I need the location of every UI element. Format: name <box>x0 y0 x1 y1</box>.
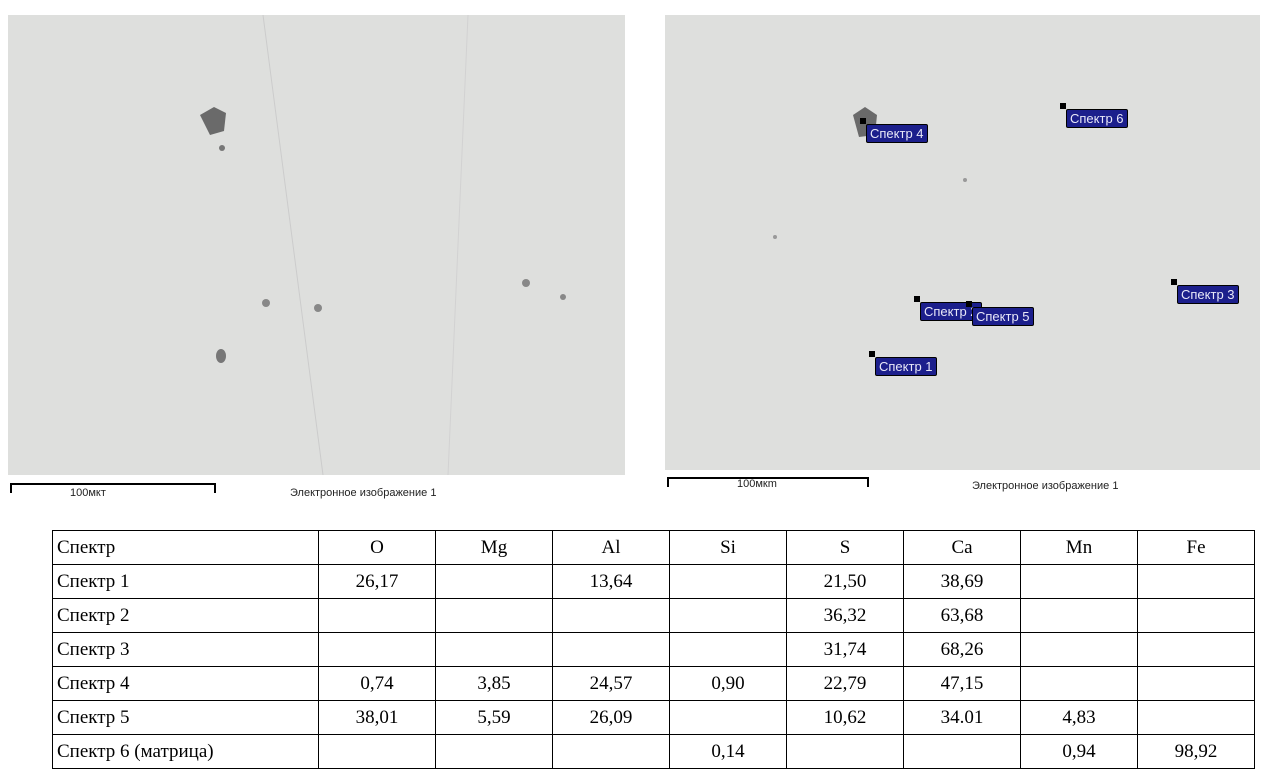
cell: Спектр 3 <box>53 633 319 667</box>
cell <box>904 735 1021 769</box>
cell <box>553 599 670 633</box>
cell: Спектр 4 <box>53 667 319 701</box>
caption: Электронное изображение 1 <box>290 487 436 499</box>
cell: Mg <box>436 531 553 565</box>
cell: 0,90 <box>670 667 787 701</box>
marker-label: Спектр 6 <box>1066 109 1128 128</box>
cell: 0,74 <box>319 667 436 701</box>
cell: Спектр 5 <box>53 701 319 735</box>
marker-point <box>966 301 972 307</box>
cell: Mn <box>1021 531 1138 565</box>
cell: 98,92 <box>1138 735 1255 769</box>
cell <box>1021 565 1138 599</box>
cell <box>670 565 787 599</box>
cell <box>670 633 787 667</box>
cell <box>436 599 553 633</box>
cell: 10,62 <box>787 701 904 735</box>
page: 100мкт Электронное изображение 1 100мкm … <box>0 0 1263 779</box>
cell <box>436 565 553 599</box>
cell <box>1138 599 1255 633</box>
cell: 0,94 <box>1021 735 1138 769</box>
cell <box>670 701 787 735</box>
cell: Спектр 6 (матрица) <box>53 735 319 769</box>
cell: 5,59 <box>436 701 553 735</box>
cell: Si <box>670 531 787 565</box>
cell <box>1138 633 1255 667</box>
marker-label: Спектр 5 <box>972 307 1034 326</box>
cell <box>1021 633 1138 667</box>
cell: 26,17 <box>319 565 436 599</box>
caption: Электронное изображение 1 <box>972 480 1118 492</box>
cell: 34.01 <box>904 701 1021 735</box>
cell: Спектр 1 <box>53 565 319 599</box>
marker-point <box>1171 279 1177 285</box>
cell: 22,79 <box>787 667 904 701</box>
marker-label: Спектр 4 <box>866 124 928 143</box>
cell: O <box>319 531 436 565</box>
cell <box>319 599 436 633</box>
cell <box>553 633 670 667</box>
cell <box>670 599 787 633</box>
cell <box>319 735 436 769</box>
marker-point <box>914 296 920 302</box>
cell <box>1021 599 1138 633</box>
marker-point <box>860 118 866 124</box>
cell: Спектр <box>53 531 319 565</box>
cell: Ca <box>904 531 1021 565</box>
scale-label: 100мкm <box>737 478 777 490</box>
cell <box>436 735 553 769</box>
cell <box>553 735 670 769</box>
marker-point <box>1060 103 1066 109</box>
cell <box>1021 667 1138 701</box>
marker-label: Спектр 1 <box>875 357 937 376</box>
cell: 24,57 <box>553 667 670 701</box>
cell: 63,68 <box>904 599 1021 633</box>
marker-point <box>869 351 875 357</box>
micrograph-right <box>665 15 1260 470</box>
cell <box>787 735 904 769</box>
cell <box>1138 667 1255 701</box>
cell: 13,64 <box>553 565 670 599</box>
scale-label: 100мкт <box>70 487 106 499</box>
cell: 0,14 <box>670 735 787 769</box>
cell: 38,01 <box>319 701 436 735</box>
marker-label: Спектр 3 <box>1177 285 1239 304</box>
cell <box>1138 565 1255 599</box>
cell: 36,32 <box>787 599 904 633</box>
cell: 3,85 <box>436 667 553 701</box>
cell: 26,09 <box>553 701 670 735</box>
cell: 38,69 <box>904 565 1021 599</box>
scale-bar <box>10 483 216 493</box>
micrograph-left <box>8 15 625 475</box>
cell: 68,26 <box>904 633 1021 667</box>
cell <box>319 633 436 667</box>
cell: 47,15 <box>904 667 1021 701</box>
cell: Al <box>553 531 670 565</box>
cell <box>1138 701 1255 735</box>
cell <box>436 633 553 667</box>
cell: Спектр 2 <box>53 599 319 633</box>
cell: 4,83 <box>1021 701 1138 735</box>
cell: Fe <box>1138 531 1255 565</box>
cell: 31,74 <box>787 633 904 667</box>
cell: S <box>787 531 904 565</box>
cell: 21,50 <box>787 565 904 599</box>
